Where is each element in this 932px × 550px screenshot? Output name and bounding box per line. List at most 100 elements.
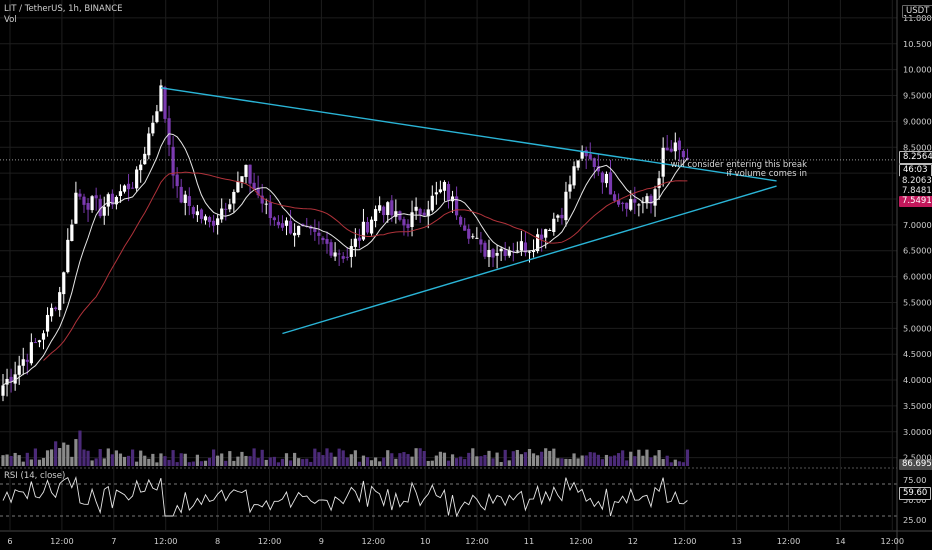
volume-bar <box>102 458 106 466</box>
volume-bar <box>236 456 240 466</box>
candles[interactable] <box>1 79 690 402</box>
candle-body <box>171 146 175 176</box>
volume-bar <box>25 452 29 466</box>
currency-badge[interactable]: USDT <box>902 5 932 18</box>
price-tick-label: 3.5000 <box>903 401 932 411</box>
candle-body <box>584 150 588 157</box>
candle-body <box>410 212 414 227</box>
volume-bar <box>361 455 366 466</box>
volume-bar <box>329 452 333 466</box>
volume-bar <box>90 460 94 466</box>
candle-body <box>467 228 471 239</box>
volume-bar <box>212 449 216 466</box>
volume-bar <box>345 457 349 466</box>
volume-bar <box>446 460 451 466</box>
volume-bar <box>151 453 155 466</box>
volume-bar <box>297 458 301 466</box>
candle-body <box>195 211 199 216</box>
candle-body <box>527 251 532 253</box>
candle-body <box>29 342 33 364</box>
volume-bar <box>596 454 600 466</box>
candle-body <box>98 198 102 217</box>
candle-body <box>45 314 50 332</box>
candle-body <box>649 195 653 204</box>
candle-body <box>58 292 62 311</box>
candle-body <box>25 359 29 362</box>
annotation-line-2: if volume comes in <box>726 169 807 179</box>
candle-body <box>365 222 370 233</box>
volume-bar <box>143 455 147 466</box>
candle-body <box>268 202 272 218</box>
candle-body <box>580 151 584 159</box>
volume-bar <box>629 451 633 466</box>
candle-body <box>657 178 661 188</box>
volume-bar <box>572 453 576 466</box>
candle-body <box>475 237 479 239</box>
candle-body <box>252 182 256 189</box>
volume-bar <box>560 458 564 466</box>
volume-bar <box>621 450 625 466</box>
volume-bar <box>540 451 544 466</box>
volume-bar <box>677 461 681 466</box>
candle-body <box>256 187 260 196</box>
candle-body <box>556 215 560 218</box>
candle-body <box>317 232 321 236</box>
candle-body <box>102 206 106 216</box>
volume-bar <box>280 458 285 466</box>
price-tick-label: 10.5000 <box>903 39 932 49</box>
candle-body <box>94 195 98 199</box>
candle-body <box>568 184 572 192</box>
candle-body <box>131 187 135 189</box>
candle-body <box>378 205 382 211</box>
candle-body <box>337 253 341 255</box>
candle-body <box>430 195 434 211</box>
volume-bar <box>353 450 357 466</box>
candle-body <box>1 385 5 396</box>
rsi-pane <box>0 475 897 518</box>
volume-bar <box>669 462 673 466</box>
candle-body <box>179 186 183 203</box>
candle-body <box>321 237 325 241</box>
candle-body <box>284 220 289 226</box>
volume-bar <box>548 450 552 466</box>
volume-bar <box>463 459 467 466</box>
price-tick-label: 4.5000 <box>903 349 932 359</box>
volume-bar <box>301 459 305 466</box>
time-tick-label: 12:00 <box>465 536 489 546</box>
candle-body <box>62 272 66 295</box>
candle-body <box>54 307 58 310</box>
volume-bar <box>438 451 442 466</box>
volume-bar <box>110 454 114 466</box>
candle-body <box>126 183 131 190</box>
volume-bar <box>224 460 228 466</box>
volume-bar <box>106 448 110 466</box>
trendlines[interactable] <box>160 87 777 335</box>
candle-body <box>434 192 438 195</box>
candle-body <box>426 209 430 217</box>
candle-body <box>455 196 459 216</box>
time-axis[interactable]: 6 12:00 7 12:00 8 12:00 9 12:00 10 12:00 11 12:00 12… <box>7 536 904 546</box>
candle-body <box>74 192 78 224</box>
candle-body <box>653 189 657 206</box>
candle-body <box>232 191 236 204</box>
candle-body <box>608 172 613 195</box>
volume-bar <box>17 455 21 466</box>
volume-bar <box>159 453 163 466</box>
candle-body <box>143 153 147 165</box>
volume-bar <box>673 459 677 466</box>
volume-bar <box>398 453 402 466</box>
last-price-tag: 8.2564 <box>899 151 932 164</box>
volume-bar <box>450 454 455 466</box>
candle-body <box>588 154 592 159</box>
volume-bar <box>576 458 580 466</box>
candle-body <box>175 174 179 187</box>
volume-bar <box>244 455 248 466</box>
volume-bar <box>531 453 536 466</box>
candle-body <box>341 256 345 259</box>
volume-bar <box>325 448 329 466</box>
candle-body <box>199 209 204 219</box>
candle-body <box>155 111 159 123</box>
volume-bar <box>459 456 463 466</box>
volume-bar <box>139 450 143 466</box>
